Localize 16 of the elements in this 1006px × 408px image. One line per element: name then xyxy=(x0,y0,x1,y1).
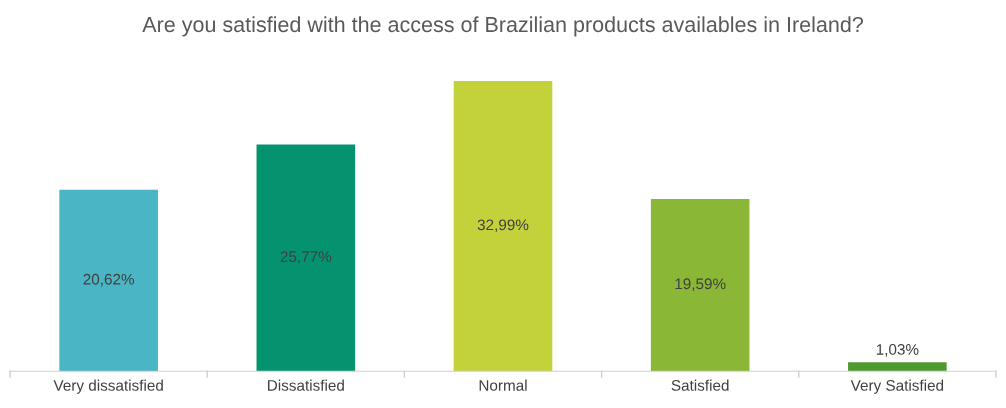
bar xyxy=(848,362,947,372)
bar xyxy=(256,144,356,372)
data-label: 20,62% xyxy=(83,273,135,287)
x-tick-label: Very Satisfied xyxy=(850,379,944,394)
bar xyxy=(453,80,553,372)
x-tick-label: Dissatisfied xyxy=(268,379,344,391)
data-label: 25,77% xyxy=(280,251,332,264)
x-tick-label: Normal xyxy=(479,379,527,391)
data-label: 19,59% xyxy=(675,278,726,291)
data-label: 1,03% xyxy=(876,344,919,357)
bar xyxy=(650,198,750,372)
chart-title: Are you satisfied with the access of Brazilian products availables in Ireland? xyxy=(142,16,863,37)
x-tick-label: Satisfied xyxy=(671,379,729,391)
x-tick-label: Very dissatisfied xyxy=(53,379,163,394)
bar xyxy=(59,189,158,372)
data-label: 32,99% xyxy=(477,219,529,233)
